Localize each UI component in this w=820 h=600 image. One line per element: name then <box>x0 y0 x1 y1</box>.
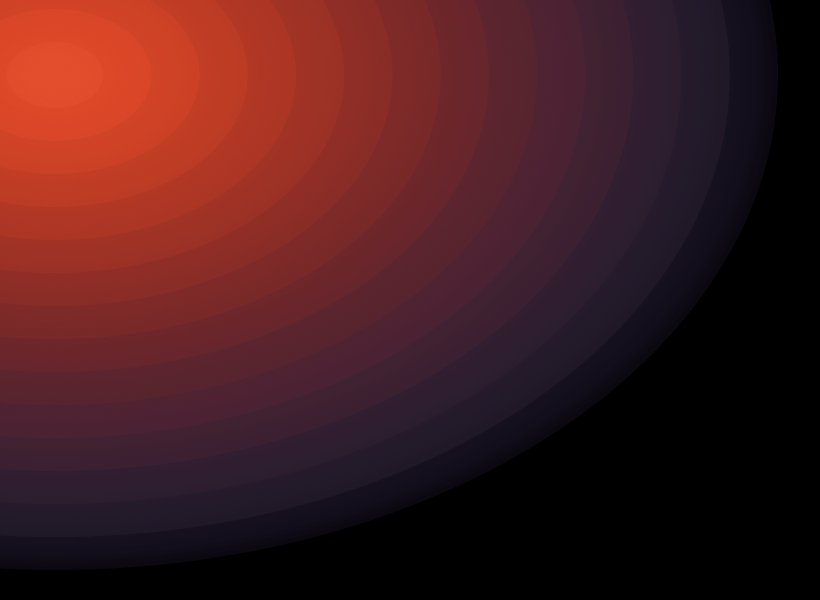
wallpaper-canvas <box>0 0 820 600</box>
gradient-bands-layer <box>0 0 820 600</box>
